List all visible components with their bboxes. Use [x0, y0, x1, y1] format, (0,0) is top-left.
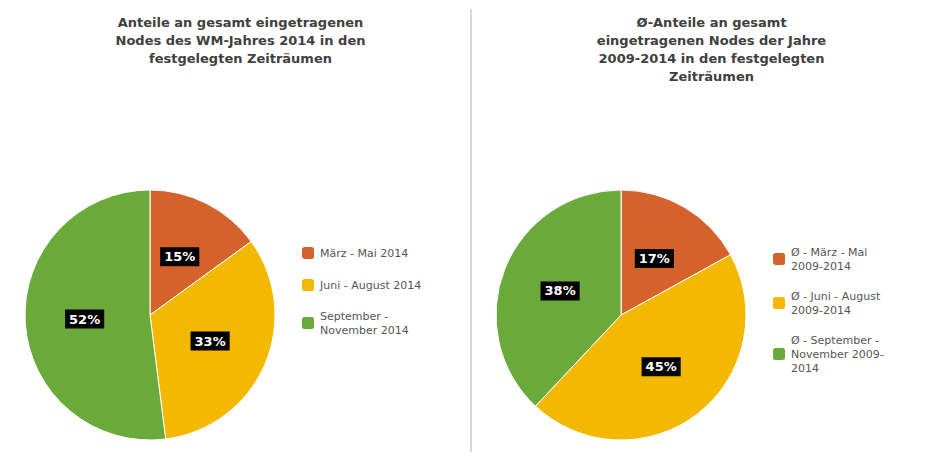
- svg-text:März - Mai 2014: März - Mai 2014: [320, 247, 408, 260]
- svg-text:52%: 52%: [69, 312, 100, 327]
- svg-text:Nodes des WM-Jahres 2014 in de: Nodes des WM-Jahres 2014 in den: [116, 33, 366, 48]
- svg-text:33%: 33%: [195, 334, 226, 349]
- svg-text:September -: September -: [320, 310, 388, 323]
- svg-text:15%: 15%: [164, 249, 195, 264]
- svg-text:Ø-Anteile an gesamt: Ø-Anteile an gesamt: [636, 15, 786, 30]
- svg-text:45%: 45%: [646, 359, 677, 374]
- svg-text:2009-2014: 2009-2014: [791, 260, 851, 273]
- svg-text:eingetragenen Nodes der Jahre: eingetragenen Nodes der Jahre: [597, 33, 827, 48]
- svg-text:2009-2014: 2009-2014: [791, 304, 851, 317]
- svg-text:Ø - Juni - August: Ø - Juni - August: [791, 290, 881, 303]
- svg-text:November 2014: November 2014: [320, 324, 409, 337]
- svg-text:Juni - August 2014: Juni - August 2014: [319, 279, 421, 292]
- svg-text:November 2009-: November 2009-: [791, 348, 884, 361]
- svg-text:2009-2014 in den festgelegten: 2009-2014 in den festgelegten: [599, 51, 825, 66]
- svg-text:Anteile an gesamt eingetragene: Anteile an gesamt eingetragenen: [118, 15, 364, 30]
- svg-text:38%: 38%: [545, 283, 576, 298]
- svg-text:Ø - März - Mai: Ø - März - Mai: [791, 246, 867, 259]
- svg-text:Zeiträumen: Zeiträumen: [669, 69, 754, 84]
- svg-text:Ø - September -: Ø - September -: [791, 334, 879, 347]
- svg-text:2014: 2014: [791, 362, 819, 375]
- svg-text:festgelegten Zeiträumen: festgelegten Zeiträumen: [149, 51, 332, 66]
- svg-text:17%: 17%: [639, 251, 670, 266]
